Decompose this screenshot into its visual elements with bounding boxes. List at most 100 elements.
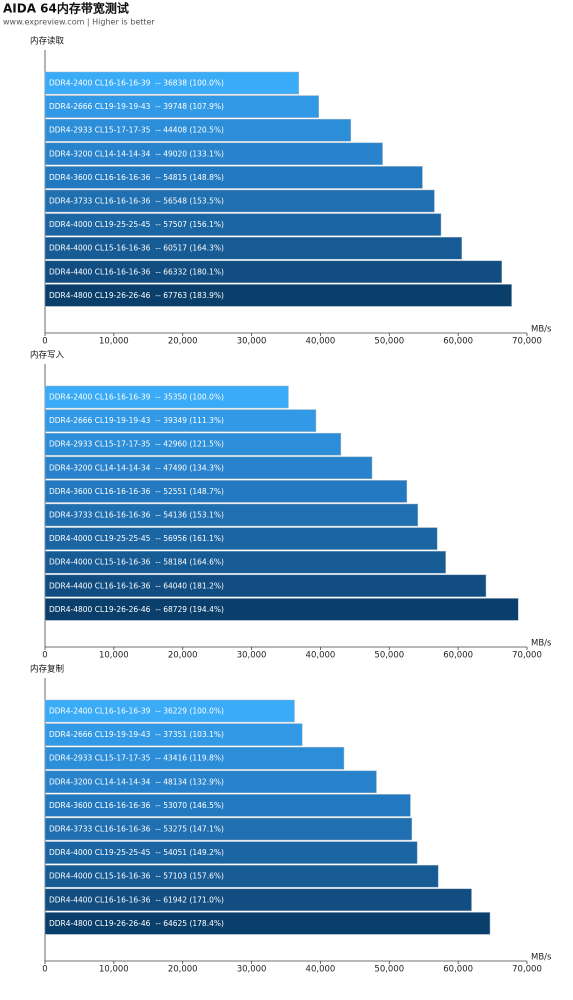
category-label: DDR4-3600 CL16-16-16-36 [49, 801, 151, 810]
bar-label: DDR4-2933 CL15-17-17-35 -- 44408 (120.5%) [49, 126, 224, 135]
bar [44, 841, 418, 864]
x-tick-label: 20,000 [168, 651, 198, 661]
category-label: DDR4-2666 CL19-19-19-43 [49, 730, 151, 739]
category-label: DDR4-2666 CL19-19-19-43 [49, 102, 151, 111]
value-label: -- 53275 (147.1%) [155, 825, 224, 834]
category-label: DDR4-4400 CL16-16-16-36 [49, 581, 151, 590]
bar-label: DDR4-3200 CL14-14-14-34 -- 49020 (133.1%) [49, 149, 224, 158]
x-axis-label: MB/s [531, 639, 552, 649]
x-tick-label: 0 [42, 965, 47, 975]
x-tick-label: 0 [42, 651, 47, 661]
bar-label: DDR4-3733 CL16-16-16-36 -- 53275 (147.1%) [49, 825, 224, 834]
bar-label: DDR4-4000 CL15-16-16-36 -- 60517 (164.3%) [49, 244, 224, 253]
bar-label: DDR4-3600 CL16-16-16-36 -- 53070 (146.5%) [49, 801, 224, 810]
bar-label: DDR4-4800 CL19-26-26-46 -- 64625 (178.4%) [49, 919, 224, 928]
bar-label: DDR4-3733 CL16-16-16-36 -- 54136 (153.1%) [49, 511, 224, 520]
value-label: -- 53070 (146.5%) [155, 801, 224, 810]
bar-label: DDR4-3600 CL16-16-16-36 -- 52551 (148.7%) [49, 487, 224, 496]
bar [44, 71, 299, 95]
value-label: -- 48134 (132.9%) [155, 777, 224, 786]
bar [44, 118, 352, 142]
bar [44, 284, 512, 307]
x-tick-label: 60,000 [443, 337, 473, 347]
bar [44, 95, 319, 118]
category-label: DDR4-4000 CL15-16-16-36 [49, 558, 151, 567]
bar [44, 456, 373, 480]
value-label: -- 57507 (156.1%) [155, 220, 224, 229]
category-label: DDR4-4000 CL19-25-25-45 [49, 534, 151, 543]
bar [44, 527, 438, 550]
bar [44, 260, 502, 284]
value-label: -- 56956 (161.1%) [155, 534, 224, 543]
value-label: -- 47490 (134.3%) [155, 463, 224, 472]
category-label: DDR4-3733 CL16-16-16-36 [49, 197, 151, 206]
category-label: DDR4-4000 CL15-16-16-36 [49, 872, 151, 881]
x-axis-label: MB/s [531, 953, 552, 963]
category-label: DDR4-4400 CL16-16-16-36 [49, 895, 151, 904]
x-tick-label: 20,000 [168, 965, 198, 975]
category-label: DDR4-4800 CL19-26-26-46 [49, 605, 151, 614]
value-label: -- 49020 (133.1%) [155, 149, 224, 158]
x-tick-label: 10,000 [99, 965, 129, 975]
category-label: DDR4-3600 CL16-16-16-36 [49, 173, 151, 182]
bar-label: DDR4-4000 CL15-16-16-36 -- 57103 (157.6%) [49, 872, 224, 881]
value-label: -- 54136 (153.1%) [155, 511, 224, 520]
bar [44, 723, 303, 746]
value-label: -- 56548 (153.5%) [155, 197, 224, 206]
bar [44, 236, 462, 260]
panel-title: 内存复制 [30, 664, 64, 675]
x-tick-label: 30,000 [237, 965, 267, 975]
x-tick-label: 10,000 [99, 651, 129, 661]
panel-title: 内存读取 [30, 36, 65, 47]
value-label: -- 57103 (157.6%) [155, 872, 224, 881]
category-label: DDR4-2400 CL16-16-16-39 [49, 707, 151, 716]
x-tick-label: 70,000 [512, 965, 542, 975]
bar-label: DDR4-3733 CL16-16-16-36 -- 56548 (153.5%) [49, 197, 224, 206]
category-label: DDR4-2400 CL16-16-16-39 [49, 393, 151, 402]
value-label: -- 60517 (164.3%) [155, 244, 224, 253]
x-tick-label: 20,000 [168, 337, 198, 347]
category-label: DDR4-3200 CL14-14-14-34 [49, 777, 151, 786]
category-label: DDR4-4000 CL19-25-25-45 [49, 220, 151, 229]
x-tick-label: 70,000 [512, 651, 542, 661]
value-label: -- 39349 (111.3%) [155, 416, 224, 425]
value-label: -- 42960 (121.5%) [155, 440, 224, 449]
bar [44, 864, 439, 888]
value-label: -- 66332 (180.1%) [155, 267, 224, 276]
category-label: DDR4-3200 CL14-14-14-34 [49, 149, 151, 158]
category-label: DDR4-4400 CL16-16-16-36 [49, 267, 151, 276]
bar [44, 912, 491, 935]
x-tick-label: 0 [42, 337, 47, 347]
bar [44, 770, 377, 794]
bar-label: DDR4-2666 CL19-19-19-43 -- 37351 (103.1%) [49, 730, 224, 739]
bar-label: DDR4-2400 CL16-16-16-39 -- 35350 (100.0%) [49, 393, 224, 402]
category-label: DDR4-3733 CL16-16-16-36 [49, 511, 151, 520]
bar-label: DDR4-4800 CL19-26-26-46 -- 67763 (183.9%) [49, 291, 224, 300]
x-tick-label: 30,000 [237, 337, 267, 347]
bar-label: DDR4-3200 CL14-14-14-34 -- 48134 (132.9%) [49, 777, 224, 786]
bar-label: DDR4-4000 CL19-25-25-45 -- 57507 (156.1%) [49, 220, 224, 229]
bar [44, 794, 411, 817]
value-label: -- 35350 (100.0%) [155, 393, 224, 402]
x-tick-label: 10,000 [99, 337, 129, 347]
x-tick-label: 60,000 [443, 651, 473, 661]
value-label: -- 64625 (178.4%) [155, 919, 224, 928]
value-label: -- 52551 (148.7%) [155, 487, 224, 496]
value-label: -- 68729 (194.4%) [155, 605, 224, 614]
bar [44, 142, 383, 166]
category-label: DDR4-2666 CL19-19-19-43 [49, 416, 151, 425]
page-title: AIDA 64内存带宽测试 [3, 1, 129, 16]
bar-label: DDR4-3600 CL16-16-16-36 -- 54815 (148.8%) [49, 173, 224, 182]
value-label: -- 36229 (100.0%) [155, 707, 224, 716]
bar-label: DDR4-4400 CL16-16-16-36 -- 66332 (180.1%) [49, 267, 224, 276]
x-tick-label: 70,000 [512, 337, 542, 347]
bar [44, 574, 487, 598]
x-tick-label: 50,000 [374, 651, 404, 661]
category-label: DDR4-4800 CL19-26-26-46 [49, 291, 151, 300]
bar-label: DDR4-2666 CL19-19-19-43 -- 39349 (111.3%) [49, 416, 224, 425]
value-label: -- 58184 (164.6%) [155, 558, 224, 567]
x-tick-label: 50,000 [374, 337, 404, 347]
category-label: DDR4-2933 CL15-17-17-35 [49, 126, 151, 135]
bar [44, 480, 408, 503]
value-label: -- 36838 (100.0%) [155, 79, 224, 88]
